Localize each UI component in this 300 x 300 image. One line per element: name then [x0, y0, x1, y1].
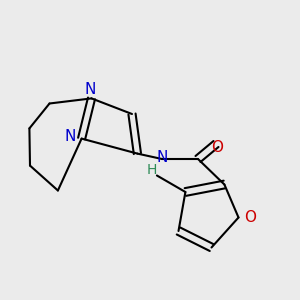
Text: N: N — [65, 129, 76, 144]
Text: O: O — [244, 210, 256, 225]
Text: N: N — [156, 150, 168, 165]
Text: N: N — [84, 82, 96, 98]
Text: H: H — [146, 163, 157, 176]
Text: O: O — [212, 140, 224, 154]
